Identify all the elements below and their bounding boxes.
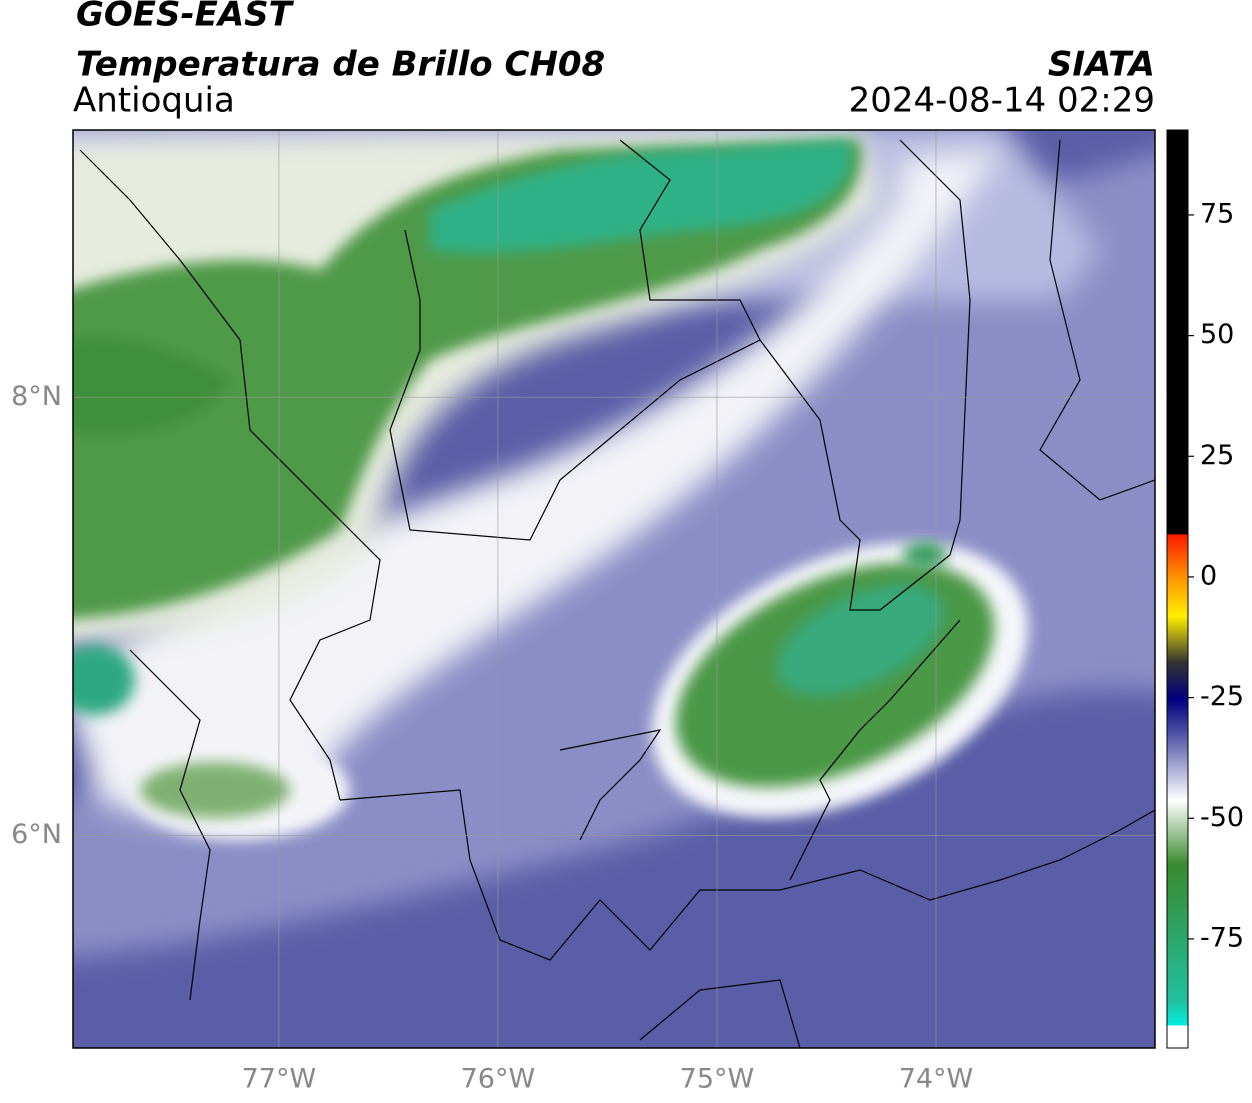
colorbar-tick-label: -25 bbox=[1200, 681, 1244, 712]
y-tick-label: 8°N bbox=[11, 381, 62, 412]
colorbar-tick-label: 0 bbox=[1200, 560, 1217, 591]
colorbar bbox=[1166, 129, 1189, 1049]
x-tick-label: 75°W bbox=[680, 1064, 755, 1095]
datetime: 2024-08-14 02:29 bbox=[849, 81, 1155, 121]
map-frame bbox=[72, 129, 1156, 1049]
region: Antioquia bbox=[73, 81, 235, 121]
x-tick-label: 74°W bbox=[899, 1064, 974, 1095]
subtitle: Temperatura de Brillo CH08 bbox=[76, 45, 605, 85]
x-tick-label: 77°W bbox=[242, 1064, 317, 1095]
x-tick-label: 76°W bbox=[461, 1064, 536, 1095]
source: SIATA bbox=[1048, 45, 1155, 85]
colorbar-tick-label: 75 bbox=[1200, 198, 1234, 229]
colorbar-tick-label: -75 bbox=[1200, 922, 1244, 953]
map-image bbox=[73, 130, 1155, 1048]
colorbar-tick-label: 50 bbox=[1200, 319, 1234, 350]
grid bbox=[73, 130, 1155, 1048]
colorbar-tick-label: 25 bbox=[1200, 440, 1234, 471]
title: GOES-EAST bbox=[76, 0, 295, 35]
colorbar-tick-label: -50 bbox=[1200, 802, 1244, 833]
y-tick-label: 6°N bbox=[11, 819, 62, 850]
